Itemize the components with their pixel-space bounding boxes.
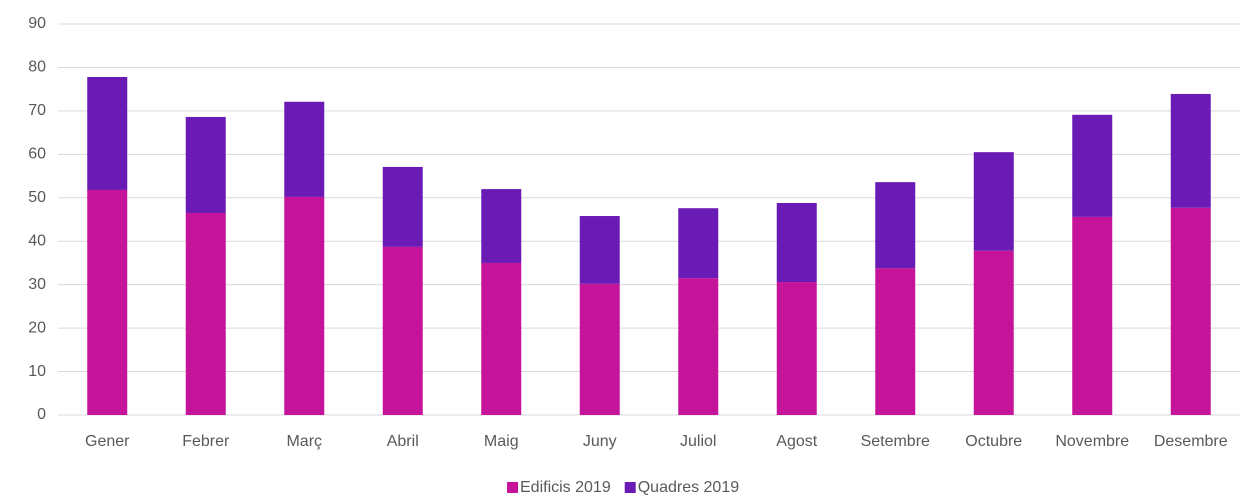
bar-segment [776, 202, 817, 283]
y-tick-label: 60 [28, 146, 46, 163]
x-tick-label: Maig [484, 433, 519, 450]
bar-segment [973, 250, 1014, 415]
bar-segment [87, 77, 128, 190]
y-tick-label: 30 [28, 276, 46, 293]
bar-segment [579, 216, 620, 284]
x-tick-label: Març [286, 433, 322, 450]
y-tick-label: 20 [28, 319, 46, 336]
x-tick-label: Gener [85, 433, 130, 450]
y-tick-label: 50 [28, 189, 46, 206]
y-tick-label: 90 [28, 15, 46, 32]
x-tick-label: Setembre [861, 433, 930, 450]
x-tick-label: Agost [776, 433, 817, 450]
bar-segment [284, 196, 325, 415]
y-tick-label: 10 [28, 363, 46, 380]
y-tick-label: 40 [28, 232, 46, 249]
bar-segment [481, 262, 522, 415]
x-tick-label: Juny [583, 433, 617, 450]
x-tick-label: Abril [387, 433, 419, 450]
bar-segment [1170, 207, 1211, 415]
x-tick-label: Desembre [1154, 433, 1228, 450]
bar-segment [973, 152, 1014, 251]
legend-swatch [624, 482, 636, 493]
bar-segment [1170, 93, 1211, 208]
x-tick-label: Febrer [182, 433, 230, 450]
bar-segment [481, 189, 522, 263]
bar-segment [776, 282, 817, 415]
bar-segment [382, 246, 423, 415]
bar-segment [678, 208, 719, 279]
bar-segment [579, 283, 620, 415]
legend-label: Quadres 2019 [638, 479, 740, 495]
bar-segment [284, 101, 325, 197]
bar-segment [875, 268, 916, 415]
bar-segment [1072, 216, 1113, 415]
legend-label: Edificis 2019 [520, 479, 611, 495]
y-tick-label: 80 [28, 59, 46, 76]
x-tick-label: Octubre [965, 433, 1022, 450]
y-tick-label: 70 [28, 102, 46, 119]
bar-segment [875, 182, 916, 269]
bar-segment [87, 189, 128, 415]
bar-segment [382, 166, 423, 247]
legend-swatch [507, 482, 518, 493]
y-tick-label: 0 [37, 406, 46, 423]
bar-segment [185, 116, 226, 213]
x-tick-label: Juliol [680, 433, 716, 450]
bar-segment [678, 278, 719, 415]
bar-segment [1072, 114, 1113, 217]
x-tick-label: Novembre [1055, 433, 1129, 450]
bar-segment [185, 212, 226, 415]
